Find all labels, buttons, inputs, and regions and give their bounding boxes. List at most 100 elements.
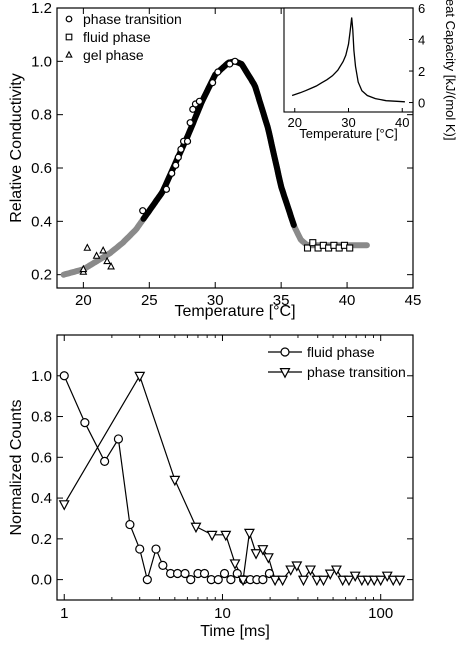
point-phase-transition — [368, 575, 380, 587]
point-phase-transition — [220, 530, 232, 542]
point-fluid-phase — [309, 239, 317, 247]
legend-label-phase-transition: phase transition — [83, 11, 182, 27]
legend-marker-phase-transition — [65, 15, 73, 23]
point-fluid-phase — [213, 575, 223, 585]
x-tick-label: 100 — [368, 605, 393, 622]
point-phase-transition — [177, 145, 185, 153]
point-phase-transition — [134, 371, 146, 383]
conductivity-chart: 20 25 30 35 40 450.20.40.60.81.01.2Temperatur… — [8, 0, 458, 320]
point-phase-transition — [262, 553, 274, 564]
point-fluid-phase — [142, 575, 152, 585]
point-fluid-phase — [113, 434, 124, 444]
point-fluid-phase — [219, 568, 230, 579]
y-tick-label: 1.0 — [31, 53, 52, 70]
point-phase-transition — [169, 475, 181, 487]
inset-x-axis-title: Temperature [°C] — [299, 126, 397, 141]
inset-y-tick-label: 6 — [418, 1, 425, 16]
point-fluid-phase — [80, 418, 90, 428]
x-tick-label: 40 — [339, 292, 356, 309]
point-phase-transition — [229, 559, 241, 570]
point-phase-transition — [231, 57, 239, 65]
x-tick-label: 45 — [405, 292, 422, 309]
point-phase-transition — [162, 185, 171, 193]
point-phase-transition — [269, 575, 281, 587]
point-phase-transition — [318, 575, 329, 587]
x-tick-label: 20 — [75, 292, 92, 309]
point-phase-transition — [190, 522, 202, 534]
point-phase-transition — [375, 575, 387, 587]
y-tick-label: 1.0 — [31, 368, 52, 385]
point-gel-phase — [83, 243, 92, 251]
inset-y-tick-label: 2 — [418, 64, 425, 79]
point-phase-transition — [214, 68, 222, 76]
counts-chart: 1 10 100 0.0 0.2 0.4 0.6 0.8 1.0 Time [ms] Normali… — [8, 334, 414, 640]
point-fluid-phase — [199, 568, 210, 579]
x-tick-label: 1 — [60, 605, 68, 622]
fit-curve-black — [140, 58, 297, 228]
point-phase-transition — [195, 97, 203, 105]
point-fluid-phase — [303, 244, 312, 252]
point-phase-transition — [324, 569, 336, 580]
point-phase-transition — [257, 545, 269, 556]
point-fluid-phase — [100, 456, 110, 466]
point-fluid-phase — [172, 568, 183, 579]
point-phase-transition — [297, 575, 309, 587]
inset-x-tick-label: 20 — [288, 115, 302, 130]
series-line-fluid-phase — [63, 375, 270, 582]
legend-label-gel-phase: gel phase — [83, 47, 144, 63]
plot-frame — [56, 7, 414, 289]
y-tick-label: 0.6 — [31, 160, 52, 177]
legend-marker-phase-transition — [279, 368, 291, 379]
point-phase-transition — [168, 169, 176, 177]
point-gel-phase — [79, 264, 88, 273]
inset-x-tick-label: 40 — [395, 115, 409, 130]
inset-frame — [283, 7, 414, 113]
legend-label-phase-transition: phase transition — [307, 364, 406, 380]
inset-heat-capacity-line — [291, 17, 405, 103]
point-gel-phase — [99, 246, 108, 254]
point-phase-transition — [250, 549, 262, 560]
point-phase-transition — [277, 575, 289, 587]
point-gel-phase — [92, 251, 101, 259]
legend-marker-fluid-phase — [65, 33, 73, 41]
inset-y-tick-label: 4 — [418, 33, 425, 48]
series-line-phase-transition — [63, 374, 400, 582]
point-fluid-phase — [264, 568, 275, 579]
y-tick-label: 0.8 — [31, 107, 52, 124]
y-tick-label: 0.2 — [31, 267, 52, 284]
point-phase-transition — [139, 207, 147, 215]
point-fluid-phase — [226, 575, 236, 585]
y-tick-label: 0.4 — [31, 490, 52, 507]
x-tick-label: 25 — [141, 292, 158, 309]
y-tick-label: 0.0 — [31, 572, 52, 589]
y-axis-title: Relative Conductivity — [8, 73, 25, 222]
point-fluid-phase — [125, 519, 135, 530]
point-phase-transition — [237, 575, 249, 587]
point-fluid-phase — [180, 568, 190, 579]
point-fluid-phase — [158, 560, 168, 570]
x-axis-title: Time [ms] — [200, 623, 270, 640]
point-phase-transition — [285, 565, 297, 576]
x-axis-title: Temperature [°C] — [174, 303, 295, 320]
point-phase-transition — [186, 119, 194, 127]
point-phase-transition — [330, 565, 342, 576]
plot-frame — [56, 334, 414, 601]
point-phase-transition — [208, 79, 217, 87]
point-fluid-phase — [258, 575, 268, 585]
y-tick-label: 0.8 — [31, 409, 52, 426]
point-phase-transition — [387, 575, 399, 587]
point-phase-transition — [58, 500, 70, 511]
inset-y-tick-label: 0 — [418, 96, 425, 111]
x-tick-label: 35 — [273, 292, 290, 309]
point-phase-transition — [183, 137, 192, 145]
point-phase-transition — [172, 161, 180, 169]
point-phase-transition — [394, 575, 406, 587]
point-fluid-phase — [59, 371, 69, 381]
point-phase-transition — [206, 530, 218, 542]
y-tick-label: 0.4 — [31, 213, 52, 230]
x-tick-label: 30 — [207, 292, 224, 309]
y-axis-title: Normalized Counts — [8, 399, 25, 535]
point-phase-transition — [311, 575, 323, 587]
point-fluid-phase — [135, 544, 145, 554]
point-phase-transition — [174, 153, 182, 161]
